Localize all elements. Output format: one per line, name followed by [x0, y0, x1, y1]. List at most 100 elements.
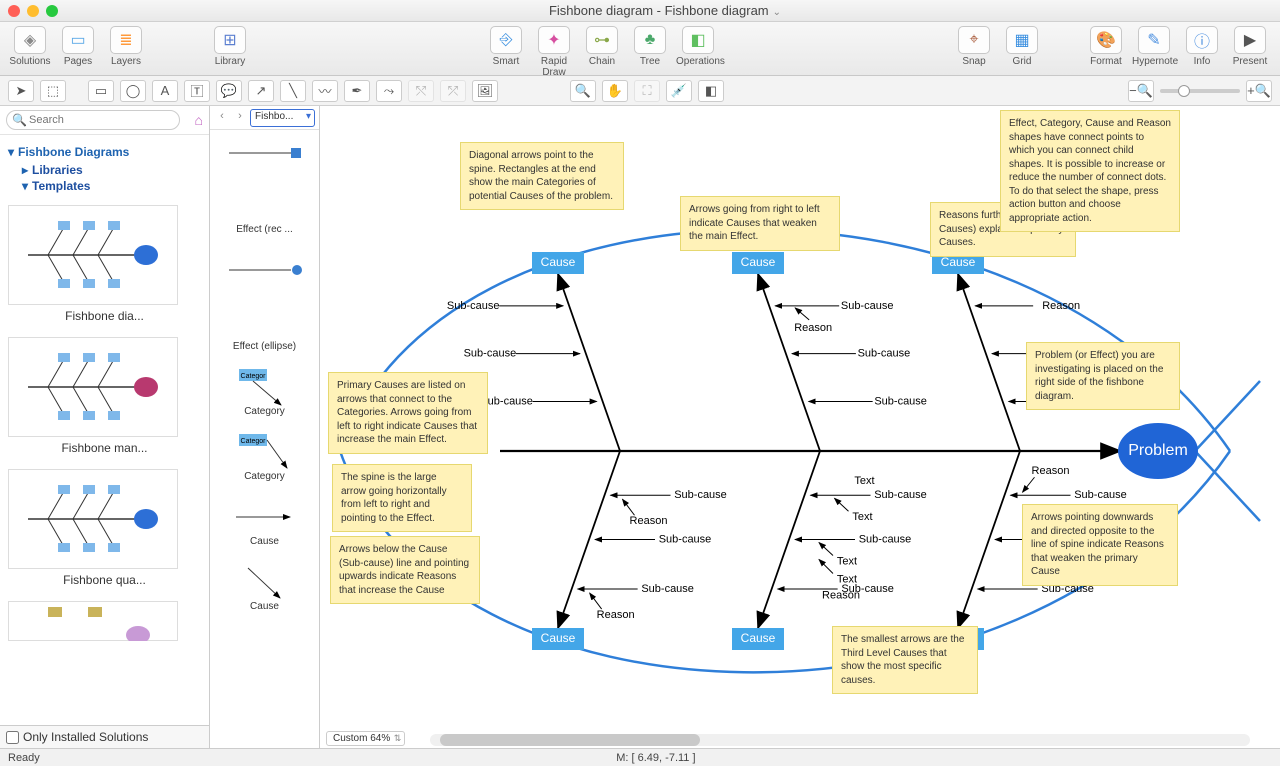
template-thumb[interactable]: Fishbone qua... — [8, 469, 201, 587]
lib-selector[interactable]: Fishbo... — [250, 109, 315, 127]
svg-text:Sub-cause: Sub-cause — [480, 395, 533, 407]
find-tool[interactable]: 🔍 — [570, 80, 596, 102]
window-controls[interactable] — [8, 5, 58, 17]
tree-section[interactable]: ▾Fishbone Diagrams — [8, 145, 201, 159]
only-installed-checkbox[interactable]: Only Installed Solutions — [0, 725, 209, 748]
shape-item[interactable] — [214, 253, 315, 287]
line-tool[interactable]: ╲ — [280, 80, 306, 102]
callout-tool[interactable]: 💬 — [216, 80, 242, 102]
callout-note: Problem (or Effect) you are investigatin… — [1026, 342, 1180, 410]
pointer-tool[interactable]: ➤ — [8, 80, 34, 102]
image-tool[interactable]: 🖼 — [472, 80, 498, 102]
shape-item[interactable]: Effect (rec ... — [214, 188, 315, 235]
svg-text:Text: Text — [837, 555, 857, 567]
svg-text:Cause: Cause — [541, 631, 576, 645]
titlebar: Fishbone diagram - Fishbone diagram⌄ — [0, 0, 1280, 22]
status-bar: Ready M: [ 6.49, -7.11 ] — [0, 748, 1280, 766]
zoom-combo[interactable]: Custom 64% — [326, 731, 405, 746]
info-button[interactable]: ⓘInfo — [1180, 26, 1224, 67]
present-button[interactable]: ▶Present — [1228, 26, 1272, 67]
textbox-tool[interactable]: 🅃 — [184, 80, 210, 102]
svg-text:Categor: Categor — [240, 438, 266, 445]
operations-button[interactable]: ◧Operations — [676, 26, 720, 78]
snap-button[interactable]: ⌖Snap — [952, 26, 996, 67]
branch-tool[interactable]: ⤲ — [408, 80, 434, 102]
template-thumb[interactable] — [8, 601, 201, 641]
zoom-slider[interactable] — [1160, 89, 1240, 93]
svg-text:Sub-cause: Sub-cause — [841, 583, 894, 595]
shape-item[interactable] — [214, 136, 315, 170]
smart-button[interactable]: ⎆Smart — [484, 26, 528, 78]
only-installed-label: Only Installed Solutions — [23, 730, 148, 744]
zoom-in-button[interactable]: +🔍 — [1246, 80, 1272, 102]
text-tool[interactable]: A — [152, 80, 178, 102]
format-button[interactable]: 🎨Format — [1084, 26, 1128, 67]
pen-tool[interactable]: ✒ — [344, 80, 370, 102]
split-tool[interactable]: ⤱ — [440, 80, 466, 102]
lib-back-button[interactable]: ‹ — [214, 110, 230, 126]
callout-note: Arrows going from right to left indicate… — [680, 196, 840, 251]
chevron-down-icon[interactable]: ⌄ — [773, 7, 781, 18]
svg-text:Sub-cause: Sub-cause — [874, 489, 927, 501]
home-icon[interactable]: ⌂ — [195, 112, 203, 128]
search-input[interactable] — [6, 110, 180, 130]
svg-text:Text: Text — [852, 511, 872, 523]
svg-text:Reason: Reason — [1032, 465, 1070, 477]
pages-button[interactable]: ▭Pages — [56, 26, 100, 67]
library-button[interactable]: ⊞Library — [208, 26, 252, 67]
svg-text:Sub-cause: Sub-cause — [841, 300, 894, 312]
shape-library: ‹ › Fishbo... Effect (rec ... Effect (ell… — [210, 106, 320, 748]
eyedrop-tool[interactable]: 💉 — [666, 80, 692, 102]
svg-text:Cause: Cause — [941, 255, 976, 269]
solutions-tree: ▾Fishbone Diagrams ▸Libraries ▾Templates — [0, 135, 209, 201]
shape-item[interactable]: CategorCategory — [214, 370, 315, 417]
lib-fwd-button[interactable]: › — [232, 110, 248, 126]
erase-tool[interactable]: ◧ — [698, 80, 724, 102]
svg-text:Reason: Reason — [1042, 300, 1080, 312]
tree-button[interactable]: ♣Tree — [628, 26, 672, 78]
minimize-icon[interactable] — [27, 5, 39, 17]
solutions-button[interactable]: ◈Solutions — [8, 26, 52, 67]
template-thumb[interactable]: Fishbone man... — [8, 337, 201, 455]
svg-text:Sub-cause: Sub-cause — [1074, 489, 1127, 501]
layers-button[interactable]: ≣Layers — [104, 26, 148, 67]
pan-tool[interactable]: ✋ — [602, 80, 628, 102]
close-icon[interactable] — [8, 5, 20, 17]
svg-text:Text: Text — [854, 475, 874, 487]
canvas[interactable]: Problem Cause Sub-cause Sub-cause Sub-cause C… — [320, 106, 1280, 748]
svg-text:Problem: Problem — [1128, 442, 1188, 459]
template-thumb[interactable]: Fishbone dia... — [8, 205, 201, 323]
arrow-tool[interactable]: ↗ — [248, 80, 274, 102]
shape-item[interactable]: Cause — [214, 565, 315, 612]
svg-text:Sub-cause: Sub-cause — [464, 348, 517, 360]
zoom-out-button[interactable]: −🔍 — [1128, 80, 1154, 102]
shape-item[interactable]: Effect (ellipse) — [214, 305, 315, 352]
shape-item[interactable]: Cause — [214, 500, 315, 547]
shape-item[interactable]: CategorCategory — [214, 435, 315, 482]
marquee-tool[interactable]: ⬚ — [40, 80, 66, 102]
curve-tool[interactable]: 〰 — [312, 80, 338, 102]
svg-text:Reason: Reason — [630, 515, 668, 527]
only-installed-input[interactable] — [6, 731, 19, 744]
main-toolbar: ◈Solutions▭Pages≣Layers ⊞Library ⎆Smart✦… — [0, 22, 1280, 76]
svg-text:Sub-cause: Sub-cause — [447, 300, 500, 312]
tree-templates[interactable]: ▾Templates — [22, 179, 201, 193]
stamp-tool[interactable]: ⛶ — [634, 80, 660, 102]
callout-note: Primary Causes are listed on arrows that… — [328, 372, 488, 454]
chain-button[interactable]: ⊶Chain — [580, 26, 624, 78]
ellipse-tool[interactable]: ◯ — [120, 80, 146, 102]
connector-tool[interactable]: ⤳ — [376, 80, 402, 102]
callout-note: Arrows pointing downwards and directed o… — [1022, 504, 1178, 586]
grid-button[interactable]: ▦Grid — [1000, 26, 1044, 67]
rect-tool[interactable]: ▭ — [88, 80, 114, 102]
svg-text:Sub-cause: Sub-cause — [858, 348, 911, 360]
window-title: Fishbone diagram - Fishbone diagram⌄ — [58, 3, 1272, 18]
callout-note: Diagonal arrows point to the spine. Rect… — [460, 142, 624, 210]
hypernote-button[interactable]: ✎Hypernote — [1132, 26, 1176, 67]
tree-libraries[interactable]: ▸Libraries — [22, 163, 201, 177]
svg-text:Cause: Cause — [541, 255, 576, 269]
zoom-icon[interactable] — [46, 5, 58, 17]
svg-text:Cause: Cause — [741, 255, 776, 269]
h-scrollbar[interactable] — [430, 734, 1250, 746]
rapid-button[interactable]: ✦Rapid Draw — [532, 26, 576, 78]
